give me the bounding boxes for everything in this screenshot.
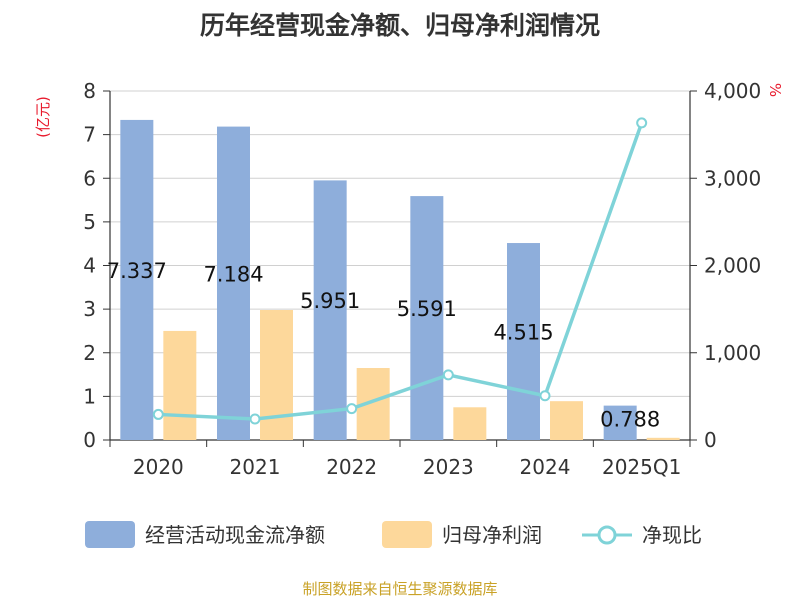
left-tick-label: 5 <box>83 210 96 234</box>
left-tick-label: 7 <box>83 123 96 147</box>
ratio-point <box>249 413 261 425</box>
bar-net-profit <box>550 401 583 440</box>
ratio-point <box>152 408 164 420</box>
bars <box>120 119 680 441</box>
data-label-cash-flow: 0.788 <box>600 408 660 432</box>
x-tick-label: 2020 <box>133 455 184 479</box>
legend[interactable]: 经营活动现金流净额 归母净利润 净现比 <box>85 521 702 548</box>
legend-label-ratio: 净现比 <box>642 523 702 547</box>
right-tick-label: 2,000 <box>704 254 761 278</box>
left-tick-label: 6 <box>83 166 96 190</box>
ratio-point <box>539 390 551 402</box>
left-tick-label: 0 <box>83 428 96 452</box>
right-axis-unit: % <box>766 83 784 97</box>
axes: 0 1 2 3 4 5 6 7 8 0 1,000 2,000 3,000 4,000 <box>83 79 761 452</box>
data-label-cash-flow: 4.515 <box>493 321 553 345</box>
left-tick-label: 4 <box>83 254 96 278</box>
bar-cash-flow <box>603 405 637 440</box>
left-tick-label: 2 <box>83 341 96 365</box>
data-label-cash-flow: 7.337 <box>107 259 167 283</box>
bar-net-profit <box>163 330 197 440</box>
legend-label-net-profit: 归母净利润 <box>442 523 542 547</box>
ratio-point <box>346 403 358 415</box>
x-tick-label: 2025Q1 <box>602 455 681 479</box>
grid-lines <box>110 90 690 397</box>
data-labels: 7.337 7.184 5.951 5.591 4.515 0.788 <box>107 259 660 432</box>
bar-net-profit <box>646 437 680 440</box>
x-tick-label: 2021 <box>230 455 281 479</box>
bar-net-profit <box>260 309 293 440</box>
data-label-cash-flow: 5.591 <box>397 297 457 321</box>
legend-swatch-net-profit <box>382 521 432 548</box>
legend-marker-ratio <box>597 525 617 545</box>
legend-label-cash-flow: 经营活动现金流净额 <box>145 523 325 547</box>
bar-cash-flow <box>217 126 250 441</box>
bar-net-profit <box>453 407 487 440</box>
bar-cash-flow <box>120 119 154 441</box>
right-tick-label: 0 <box>704 428 717 452</box>
left-tick-label: 1 <box>83 384 96 408</box>
bar-cash-flow <box>313 180 347 440</box>
legend-swatch-cash-flow <box>85 521 135 548</box>
ratio-line <box>152 117 648 425</box>
left-tick-label: 3 <box>83 297 96 321</box>
bar-cash-flow <box>410 196 444 440</box>
ratio-line-path <box>158 122 644 421</box>
chart-title: 历年经营现金净额、归母净利润情况 <box>200 11 600 40</box>
x-tick-label: 2022 <box>326 455 377 479</box>
source-note: 制图数据来自恒生聚源数据库 <box>302 580 497 598</box>
data-label-cash-flow: 7.184 <box>203 262 263 286</box>
left-axis-unit: (亿元) <box>34 96 52 138</box>
right-tick-label: 3,000 <box>704 166 761 190</box>
data-label-cash-flow: 5.951 <box>300 289 360 313</box>
ratio-point <box>636 117 648 129</box>
ratio-point <box>442 369 454 381</box>
x-tick-label: 2024 <box>520 455 571 479</box>
right-tick-label: 4,000 <box>704 79 761 103</box>
left-tick-label: 8 <box>83 79 96 103</box>
right-tick-label: 1,000 <box>704 341 761 365</box>
x-tick-label: 2023 <box>423 455 474 479</box>
bar-cash-flow <box>507 243 540 440</box>
x-tick-labels: 2020 2021 2022 2023 2024 2025Q1 <box>133 455 681 479</box>
